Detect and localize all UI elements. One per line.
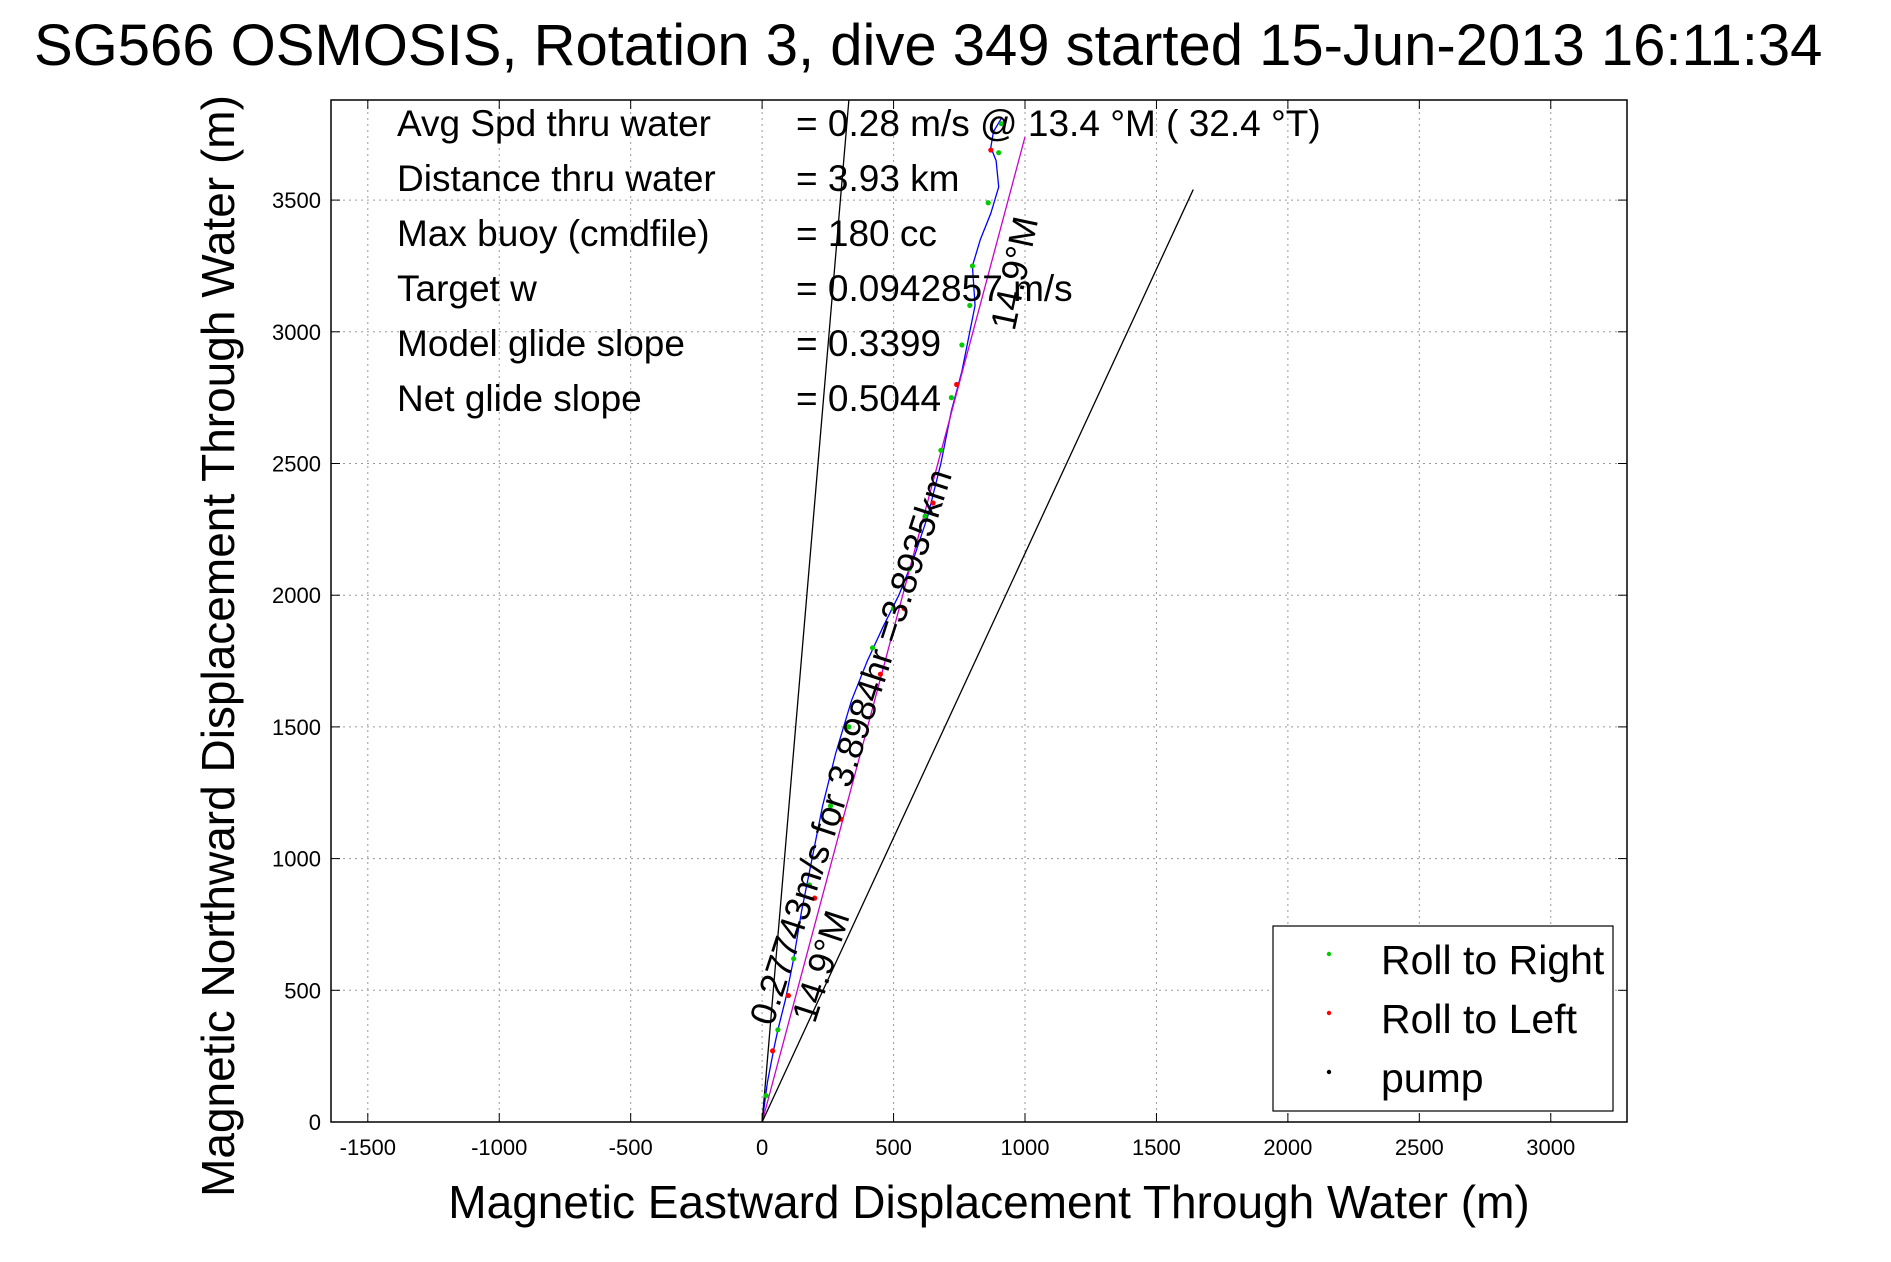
stat-value: = 0.0942857 m/s	[796, 268, 1073, 309]
x-tick-label: -1500	[340, 1135, 396, 1160]
x-tick-label: 3000	[1526, 1135, 1575, 1160]
x-tick-label: 2500	[1395, 1135, 1444, 1160]
stat-label: Net glide slope	[397, 378, 642, 419]
stat-value: = 0.5044	[796, 378, 941, 419]
series-layer	[761, 99, 1194, 1123]
series-line	[761, 99, 850, 1123]
roll-left-marker	[901, 605, 907, 611]
roll-right-marker	[763, 1093, 769, 1099]
stat-value: = 180 cc	[796, 213, 937, 254]
y-axis-ticks: 0 500 1000 1500 2000 2500 3000 3500	[272, 188, 1627, 1135]
x-axis-ticks: -1500 -1000 -500 0 500 1000 1500 2000 2500 3000	[340, 100, 1575, 1160]
y-tick-label: 500	[284, 978, 321, 1003]
legend-label: pump	[1381, 1055, 1484, 1101]
stat-value: = 3.93 km	[796, 158, 960, 199]
x-tick-label: 1500	[1132, 1135, 1181, 1160]
y-tick-label: 1000	[272, 847, 321, 872]
roll-left-marker	[988, 147, 994, 153]
plot-frame	[330, 99, 1628, 1123]
x-tick-label: 500	[875, 1135, 912, 1160]
series-line	[761, 118, 1002, 1123]
legend-marker	[1326, 951, 1332, 957]
marker-layer	[763, 121, 1004, 1099]
x-tick-label: -1000	[471, 1135, 527, 1160]
roll-right-marker	[791, 956, 797, 962]
x-tick-label: -500	[609, 1135, 653, 1160]
roll-right-marker	[948, 395, 954, 401]
y-tick-label: 1500	[272, 715, 321, 740]
x-tick-label: 2000	[1263, 1135, 1312, 1160]
roll-left-marker	[930, 500, 936, 506]
stat-label: Distance thru water	[397, 158, 716, 199]
roll-right-marker	[969, 263, 976, 269]
y-tick-label: 0	[309, 1110, 321, 1135]
y-tick-label: 3000	[272, 320, 321, 345]
legend-marker	[1326, 1069, 1332, 1075]
roll-right-marker	[890, 605, 897, 611]
roll-left-marker	[812, 895, 818, 901]
roll-right-marker	[869, 645, 876, 651]
roll-right-marker	[906, 566, 912, 572]
legend: Roll to Right Roll to Left pump	[1272, 925, 1614, 1112]
x-tick-label: 1000	[1001, 1135, 1050, 1160]
roll-right-marker	[938, 447, 944, 453]
roll-right-marker	[967, 302, 973, 309]
stat-label: Max buoy (cmdfile)	[397, 213, 710, 254]
legend-marker	[1326, 1010, 1332, 1016]
roll-right-marker	[846, 724, 852, 730]
roll-right-marker	[922, 513, 928, 519]
roll-right-marker	[775, 1027, 781, 1033]
legend-box	[1272, 925, 1614, 1112]
stat-label: Target w	[397, 268, 537, 309]
dive-stats-block: Avg Spd thru water = 0.28 m/s @ 13.4 °M (…	[397, 103, 1321, 419]
plot-annotation: 0.27743m/s for 3.8984hr =3.8935km	[741, 464, 960, 1030]
y-tick-label: 3500	[272, 188, 321, 213]
roll-right-marker	[985, 200, 991, 206]
series-line	[761, 136, 1026, 1123]
y-tick-label: 2500	[272, 451, 321, 476]
x-axis-label: Magnetic Eastward Displacement Through W…	[448, 1176, 1529, 1228]
legend-label: Roll to Left	[1381, 996, 1578, 1042]
series-line	[761, 189, 1194, 1123]
chart-title: SG566 OSMOSIS, Rotation 3, dive 349 star…	[34, 13, 1822, 78]
roll-right-marker	[806, 882, 813, 888]
roll-right-marker	[827, 803, 834, 809]
stat-value: = 0.28 m/s @ 13.4 °M ( 32.4 °T)	[796, 103, 1321, 144]
roll-left-marker	[770, 1048, 776, 1054]
roll-left-marker	[954, 381, 960, 388]
roll-right-marker	[998, 121, 1004, 127]
y-tick-label: 2000	[272, 583, 321, 608]
stat-label: Model glide slope	[397, 323, 685, 364]
stat-value: = 0.3399	[796, 323, 941, 364]
roll-left-marker	[785, 992, 792, 999]
roll-left-marker	[877, 671, 884, 677]
y-axis-label: Magnetic Northward Displacement Through …	[192, 95, 244, 1197]
roll-left-marker	[838, 816, 844, 822]
legend-label: Roll to Right	[1381, 937, 1605, 983]
x-tick-label: 0	[756, 1135, 768, 1160]
roll-right-marker	[996, 150, 1002, 156]
stat-label: Avg Spd thru water	[397, 103, 711, 144]
roll-right-marker	[959, 342, 965, 348]
